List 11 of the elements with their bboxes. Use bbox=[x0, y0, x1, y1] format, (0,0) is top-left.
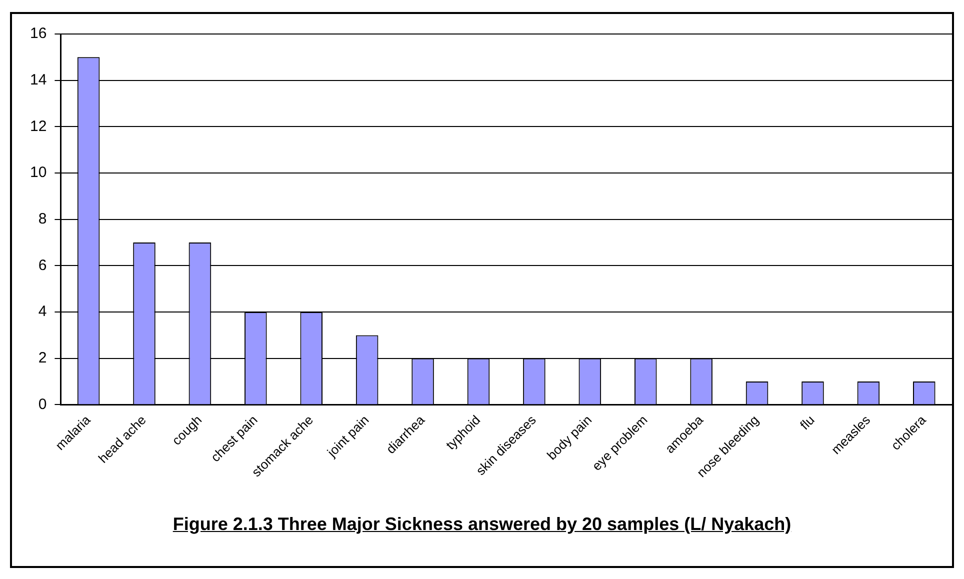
y-tick-label: 2 bbox=[38, 350, 47, 367]
x-tick-label: flu bbox=[797, 412, 818, 433]
y-tick-label: 6 bbox=[38, 256, 47, 274]
y-tick-label: 16 bbox=[30, 25, 47, 42]
y-tick-label: 8 bbox=[38, 210, 47, 228]
y-tick-label: 0 bbox=[38, 396, 47, 413]
text: Figure 2.1.3 Three Major Sickness answered by 20 samples (L/ Nyakach) bbox=[172, 514, 792, 535]
y-tick-label: 10 bbox=[30, 164, 47, 182]
y-tick-label: 12 bbox=[30, 118, 47, 135]
y-tick-label: 4 bbox=[38, 303, 47, 320]
y-tick-label: 14 bbox=[30, 71, 47, 88]
